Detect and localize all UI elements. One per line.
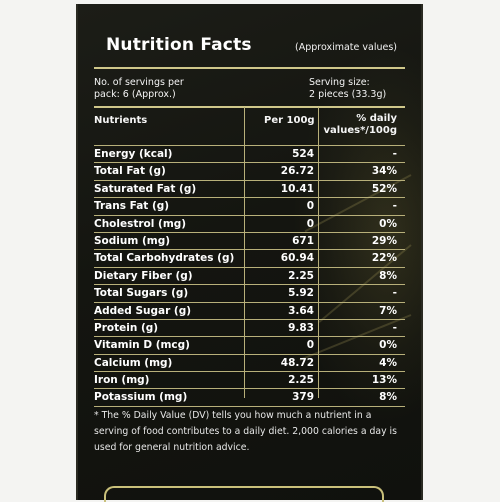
nutrient-daily-value: 29% xyxy=(371,234,397,247)
nutrient-daily-value: 8% xyxy=(379,391,397,404)
header-per-100g: Per 100g xyxy=(264,115,315,126)
nutrient-name: Trans Fat (g) xyxy=(94,200,170,213)
table-header: Nutrients Per 100g % daily values*/100g xyxy=(94,107,405,145)
nutrient-name: Calcium (mg) xyxy=(94,356,173,369)
nutrient-daily-value: - xyxy=(392,148,397,160)
nutrient-daily-value: - xyxy=(392,287,397,300)
nutrient-per-100g: 9.83 xyxy=(288,321,314,334)
table-row: Saturated Fat (g) 10.41 52% xyxy=(94,179,405,197)
nutrient-name: Energy (kcal) xyxy=(94,148,173,160)
header-daily-values-line1: % daily xyxy=(356,113,397,124)
nutrient-name: Vitamin D (mcg) xyxy=(94,339,190,352)
nutrient-name: Total Sugars (g) xyxy=(94,287,189,300)
servings-per-pack-line1: No. of servings per xyxy=(94,77,184,88)
table-row: Total Carbohydrates (g) 60.94 22% xyxy=(94,249,405,266)
serving-size-line2: 2 pieces (33.3g) xyxy=(309,89,387,100)
nutrient-per-100g: 3.64 xyxy=(288,304,314,317)
nutrient-name: Iron (mg) xyxy=(94,374,150,387)
nutrient-name: Saturated Fat (g) xyxy=(94,182,197,195)
table-row: Iron (mg) 2.25 13% xyxy=(94,371,405,388)
servings-per-pack-line2: pack: 6 (Approx.) xyxy=(94,89,176,100)
table-row: Total Fat (g) 26.72 34% xyxy=(94,162,405,179)
label-title: Nutrition Facts xyxy=(106,35,252,55)
header-daily-values: % daily values*/100g xyxy=(324,113,397,137)
nutrient-per-100g: 60.94 xyxy=(280,252,314,265)
nutrient-daily-value: 22% xyxy=(371,252,397,265)
nutrient-per-100g: 48.72 xyxy=(280,356,314,369)
nutrient-daily-value: 13% xyxy=(371,374,397,387)
table-row: Dietary Fiber (g) 2.25 8% xyxy=(94,266,405,284)
table-row: Potassium (mg) 379 8% xyxy=(94,388,405,405)
table-row: Total Sugars (g) 5.92 - xyxy=(94,284,405,301)
nutrient-per-100g: 2.25 xyxy=(288,374,314,387)
table-row: Protein (g) 9.83 - xyxy=(94,318,405,336)
table-row: Trans Fat (g) 0 - xyxy=(94,197,405,214)
header-nutrients: Nutrients xyxy=(94,115,148,126)
nutrient-per-100g: 379 xyxy=(292,391,314,404)
nutrient-per-100g: 0 xyxy=(306,217,314,230)
nutrient-name: Total Fat (g) xyxy=(94,165,166,178)
nutrient-per-100g: 10.41 xyxy=(280,182,314,195)
nutrient-daily-value: 8% xyxy=(379,269,397,282)
table-row: Vitamin D (mcg) 0 0% xyxy=(94,336,405,353)
package-edge-decoration xyxy=(104,486,384,502)
nutrition-label-panel: Nutrition Facts (Approximate values) No.… xyxy=(76,4,423,500)
approximate-note: (Approximate values) xyxy=(294,42,397,53)
serving-size-line1: Serving size: xyxy=(309,77,370,88)
nutrient-daily-value: 0% xyxy=(379,339,397,352)
servings-rule xyxy=(94,106,405,108)
table-bottom-rule xyxy=(94,405,405,407)
nutrient-name: Protein (g) xyxy=(94,321,159,334)
nutrient-per-100g: 5.92 xyxy=(288,287,314,300)
serving-size: Serving size: 2 pieces (33.3g) xyxy=(309,77,397,101)
table-row: Sodium (mg) 671 29% xyxy=(94,231,405,249)
nutrient-daily-value: - xyxy=(392,321,397,334)
nutrient-per-100g: 2.25 xyxy=(288,269,314,282)
nutrient-daily-value: 52% xyxy=(371,182,397,195)
nutrient-per-100g: 671 xyxy=(292,234,314,247)
column-divider-right xyxy=(318,107,319,398)
nutrient-daily-value: 4% xyxy=(379,356,397,369)
column-divider-left xyxy=(244,107,245,398)
nutrient-name: Added Sugar (g) xyxy=(94,304,192,317)
nutrient-per-100g: 0 xyxy=(306,339,314,352)
nutrient-daily-value: 7% xyxy=(379,304,397,317)
nutrient-per-100g: 0 xyxy=(306,200,314,213)
nutrient-name: Potassium (mg) xyxy=(94,391,188,404)
table-row: Added Sugar (g) 3.64 7% xyxy=(94,301,405,319)
nutrient-name: Sodium (mg) xyxy=(94,234,171,247)
header-daily-values-line2: values*/100g xyxy=(323,125,397,136)
nutrient-name: Dietary Fiber (g) xyxy=(94,269,193,282)
nutrient-daily-value: 34% xyxy=(371,165,397,178)
nutrient-name: Cholestrol (mg) xyxy=(94,217,187,230)
nutrient-daily-value: - xyxy=(392,200,397,213)
table-row: Energy (kcal) 524 - xyxy=(94,145,405,162)
daily-value-footnote: * The % Daily Value (DV) tells you how m… xyxy=(94,410,397,453)
nutrient-name: Total Carbohydrates (g) xyxy=(94,252,235,265)
nutrient-per-100g: 524 xyxy=(292,148,314,160)
nutrient-daily-value: 0% xyxy=(379,217,397,230)
servings-per-pack: No. of servings per pack: 6 (Approx.) xyxy=(94,77,184,101)
nutrition-table: Nutrients Per 100g % daily values*/100g … xyxy=(94,107,405,407)
nutrient-per-100g: 26.72 xyxy=(280,165,314,178)
table-row: Calcium (mg) 48.72 4% xyxy=(94,353,405,371)
table-row: Cholestrol (mg) 0 0% xyxy=(94,214,405,232)
title-rule xyxy=(94,67,405,69)
